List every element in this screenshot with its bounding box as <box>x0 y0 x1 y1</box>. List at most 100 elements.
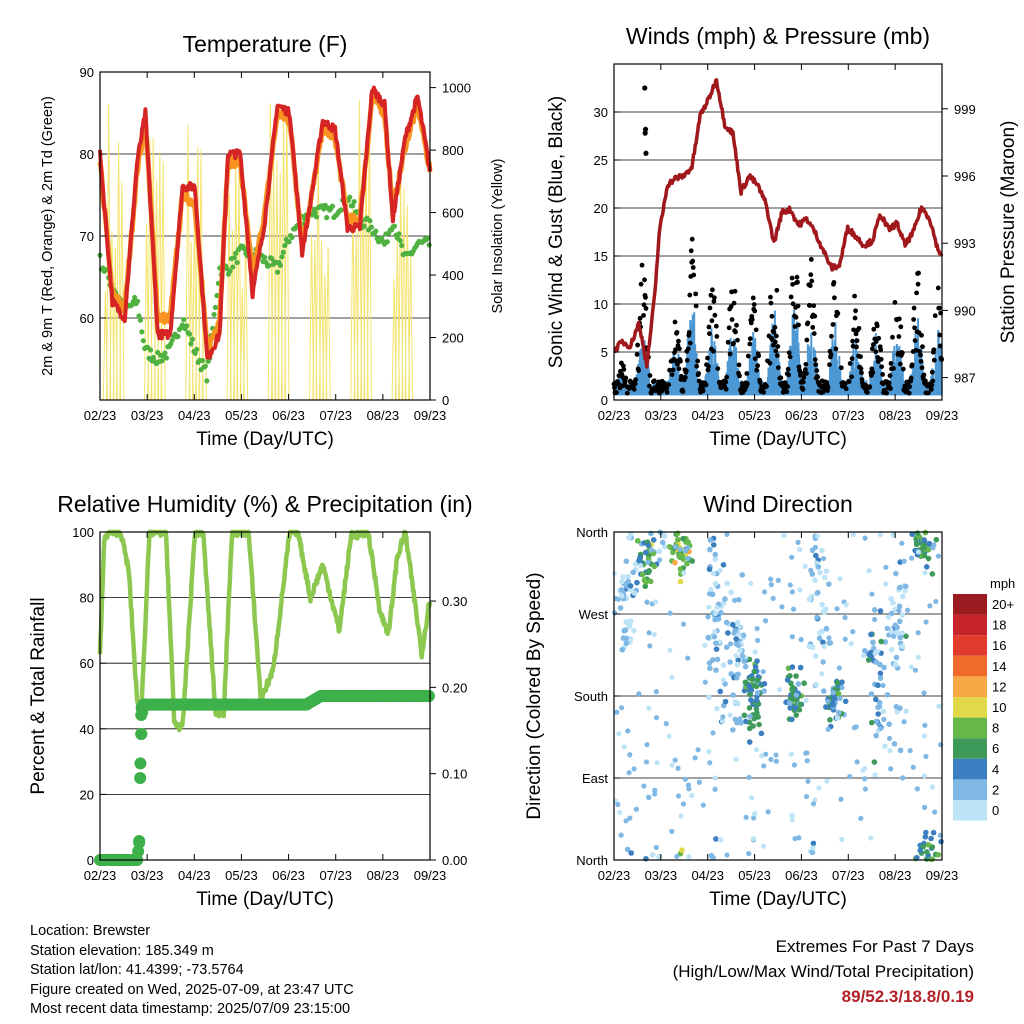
direction-point <box>712 580 719 587</box>
direction-point <box>648 547 655 553</box>
gust-point <box>833 346 839 352</box>
direction-point <box>754 658 760 664</box>
direction-point <box>653 844 659 851</box>
direction-point <box>713 836 719 842</box>
gust-point <box>633 377 639 383</box>
precip-point <box>135 727 148 740</box>
gust-point <box>687 340 693 346</box>
rh-ytick-label: 60 <box>80 656 94 671</box>
direction-point <box>839 684 845 691</box>
direction-point <box>669 762 675 768</box>
direction-point <box>802 563 808 569</box>
gust-point <box>879 364 885 370</box>
gust-point <box>932 313 938 319</box>
gust-point <box>853 308 858 314</box>
direction-point <box>646 705 652 711</box>
direction-point <box>795 539 801 545</box>
direction-point <box>623 640 630 646</box>
gust-outlier <box>642 126 649 132</box>
direction-point <box>652 599 659 605</box>
direction-point <box>871 759 878 765</box>
dewpoint-point <box>367 218 373 224</box>
dewpoint-point <box>212 304 219 310</box>
x-tick-label: 08/23 <box>879 868 912 883</box>
direction-point <box>872 772 878 778</box>
legend-label: 6 <box>992 741 999 756</box>
direction-point <box>752 649 758 655</box>
x-tick-label: 02/23 <box>598 408 631 423</box>
dewpoint-point <box>338 207 344 213</box>
direction-point <box>656 548 663 555</box>
solar-spike <box>195 146 201 401</box>
direction-point <box>835 690 842 697</box>
dewpoint-point <box>279 254 285 260</box>
direction-point <box>926 540 933 547</box>
direction-point <box>674 530 681 537</box>
gust-point <box>709 318 715 324</box>
gust-point <box>891 365 896 371</box>
direction-point <box>902 588 908 594</box>
direction-point <box>650 537 657 543</box>
direction-point <box>914 786 920 792</box>
gust-point <box>674 329 680 335</box>
direction-point <box>843 602 849 608</box>
direction-point <box>923 753 929 760</box>
direction-point <box>817 629 823 636</box>
gust-point <box>729 317 735 322</box>
direction-point <box>773 752 779 758</box>
direction-point <box>633 806 639 812</box>
gust-point <box>710 287 715 293</box>
dewpoint-point <box>227 268 233 274</box>
direction-point <box>625 578 632 585</box>
direction-point <box>646 630 652 636</box>
direction-point <box>667 647 673 653</box>
direction-point <box>915 654 921 660</box>
gust-outlier <box>642 85 648 91</box>
gust-point <box>869 366 875 372</box>
direction-point <box>878 725 884 731</box>
direction-point <box>897 634 904 641</box>
direction-point <box>717 688 724 695</box>
direction-point <box>761 763 767 769</box>
gust-point <box>647 373 653 378</box>
gust-point <box>747 336 753 342</box>
gust-point <box>920 344 925 350</box>
temp-ytick-label: 90 <box>80 65 94 80</box>
direction-point <box>723 644 730 650</box>
gust-point <box>715 366 721 372</box>
direction-point <box>873 732 880 739</box>
direction-point <box>631 766 637 772</box>
direction-point <box>877 675 884 681</box>
direction-point <box>813 681 819 688</box>
gust-point <box>706 324 712 330</box>
direction-point <box>776 687 783 693</box>
direction-point <box>616 731 622 737</box>
solar-spike <box>267 103 273 401</box>
direction-point <box>724 531 730 537</box>
gust-point <box>803 371 809 376</box>
gust-point <box>878 347 884 353</box>
gust-point <box>710 348 716 354</box>
direction-point <box>720 714 726 720</box>
direction-point <box>645 542 652 549</box>
x-tick-label: 05/23 <box>225 868 258 883</box>
gust-point <box>679 373 684 379</box>
gust-point <box>937 343 943 349</box>
direction-point <box>869 591 875 597</box>
direction-point <box>854 759 860 765</box>
dewpoint-point <box>184 323 190 329</box>
direction-point <box>717 836 724 843</box>
direction-point <box>669 674 675 680</box>
gust-point <box>707 331 712 337</box>
gust-point <box>691 272 697 278</box>
gust-point <box>849 374 855 380</box>
gust-point <box>931 357 937 363</box>
wind-ytick-label: 15 <box>594 249 608 264</box>
direction-point <box>630 569 637 576</box>
x-tick-label: 04/23 <box>178 868 211 883</box>
direction-point <box>763 751 769 757</box>
gust-point <box>884 390 889 396</box>
direction-point <box>612 610 618 616</box>
gust-point <box>778 375 784 381</box>
dewpoint-point <box>286 239 292 245</box>
